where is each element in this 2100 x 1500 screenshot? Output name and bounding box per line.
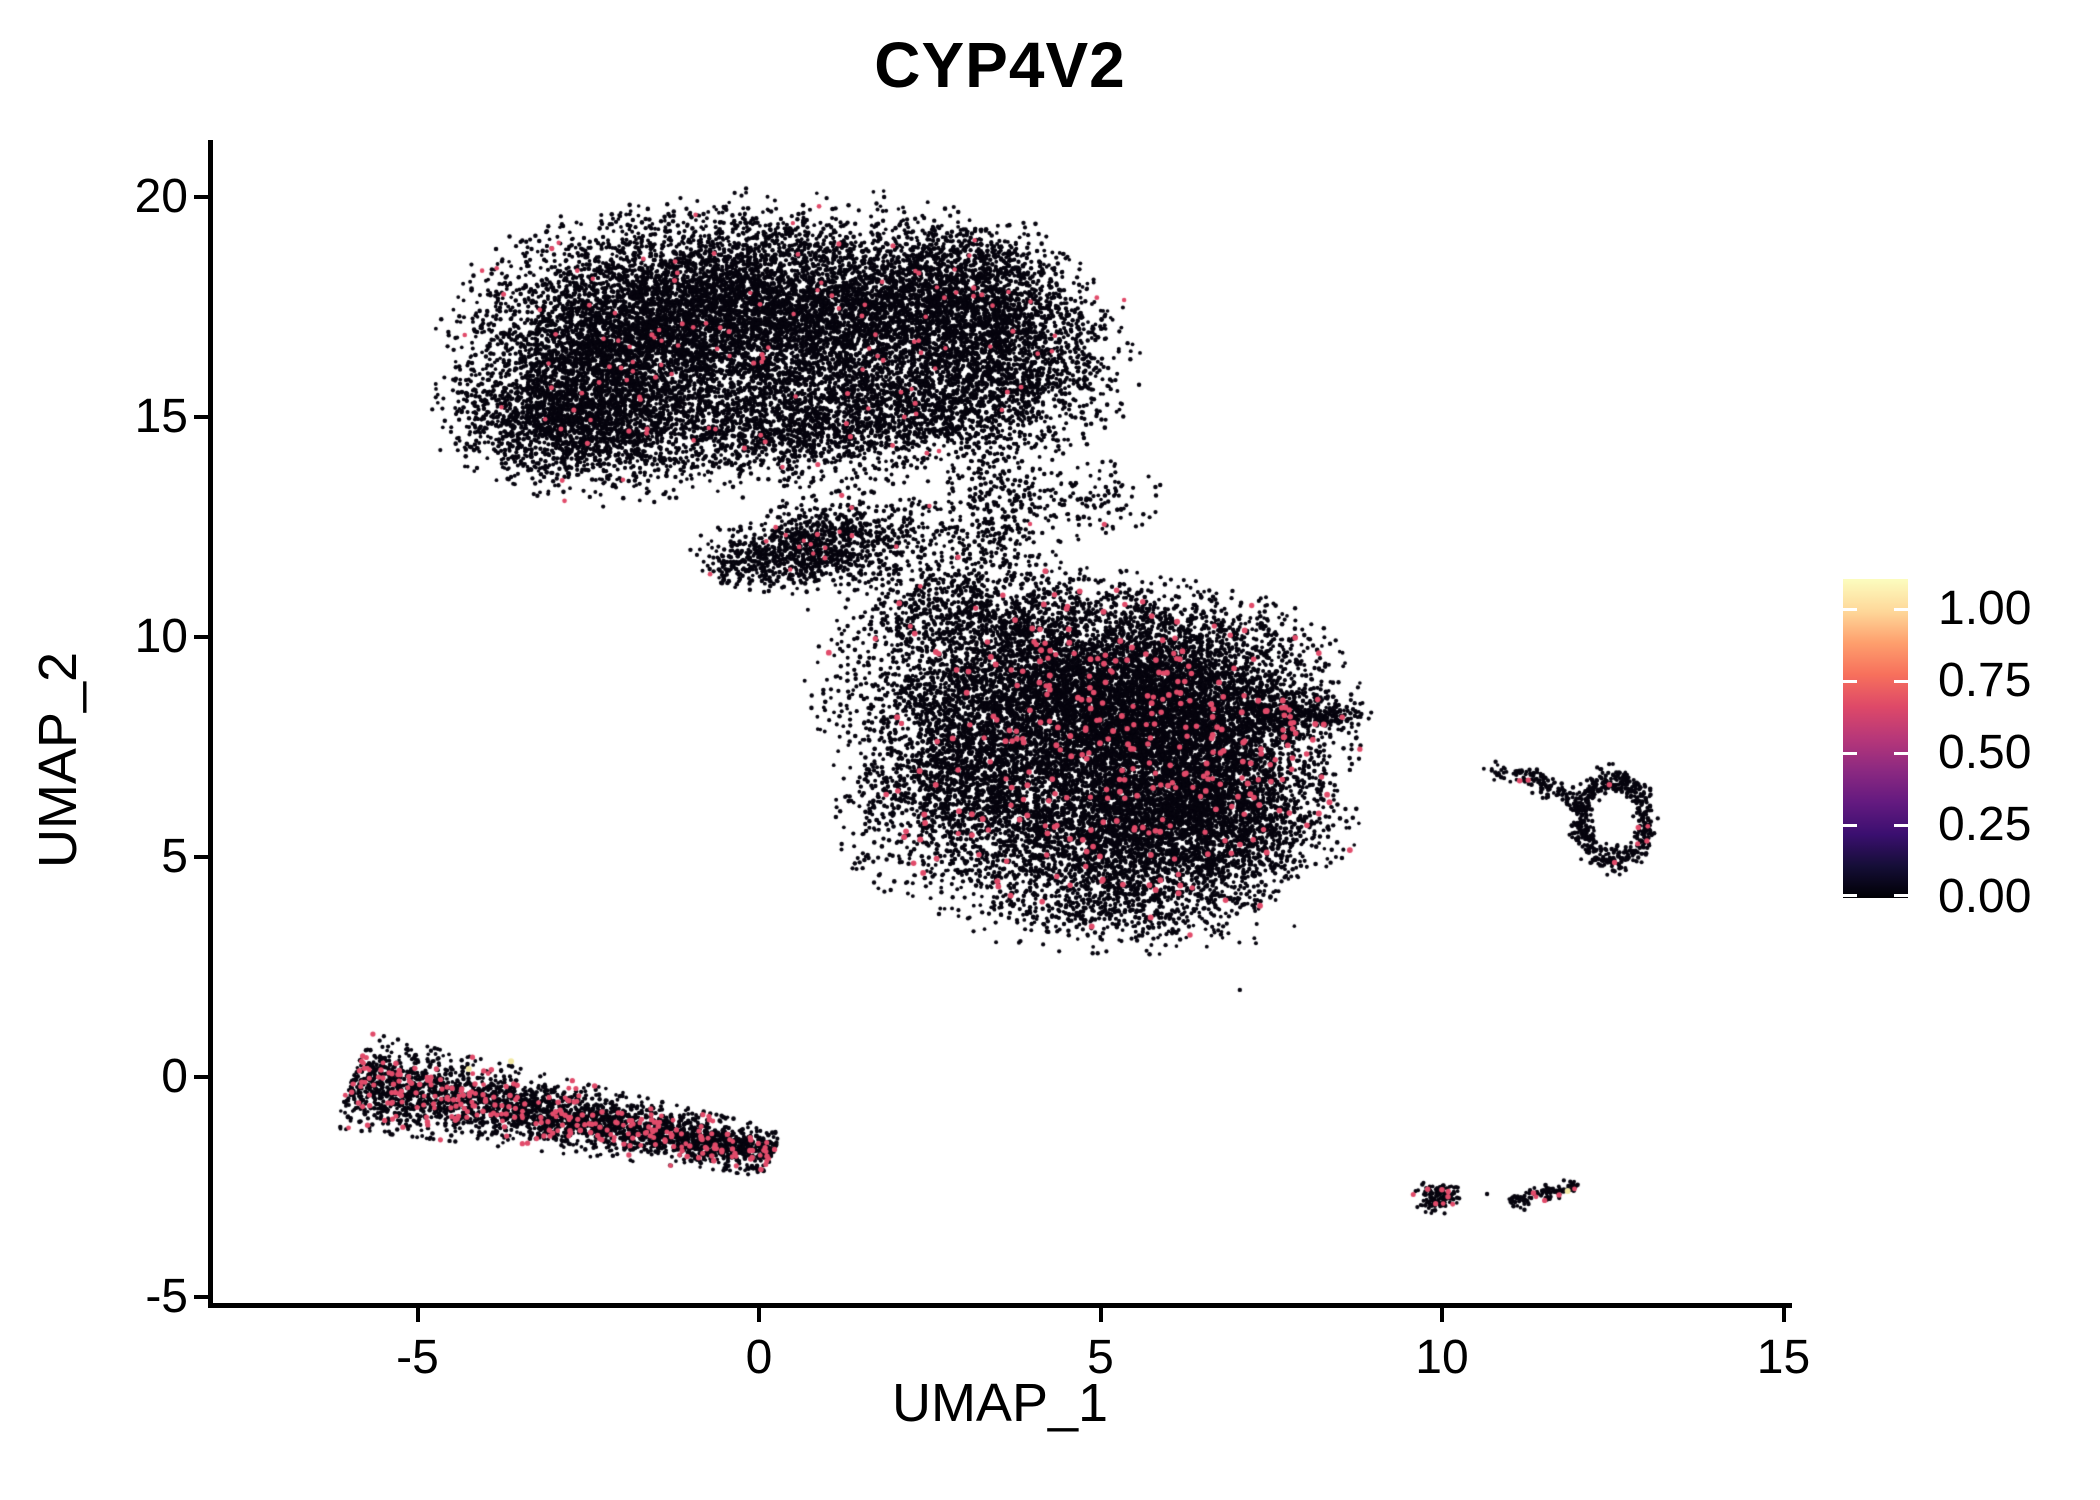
x-tick-mark [415, 1308, 420, 1322]
colorbar-tick-label: 0.25 [1938, 798, 2032, 851]
y-tick-label: -5 [145, 1270, 188, 1323]
y-tick-mark [194, 1075, 208, 1079]
x-axis-line [208, 1303, 1792, 1308]
colorbar-tick-label: 0.00 [1938, 870, 2032, 923]
y-tick-label: 15 [134, 390, 188, 443]
colorbar-tick-mark [1894, 824, 1908, 827]
x-tick-label: 10 [1415, 1331, 1469, 1384]
colorbar-tick-mark [1843, 894, 1857, 897]
y-axis-title: UMAP_2 [28, 651, 88, 869]
colorbar-tick-mark [1843, 608, 1857, 611]
x-tick-label: 0 [745, 1331, 773, 1384]
x-tick-mark [1440, 1308, 1444, 1322]
colorbar-tick-mark [1843, 680, 1857, 683]
expression-colorbar [1843, 579, 1908, 898]
x-tick-mark [757, 1308, 761, 1322]
y-tick-mark [194, 635, 208, 639]
y-tick-mark [194, 415, 208, 419]
x-tick-label: 5 [1087, 1331, 1114, 1384]
x-tick-mark [1098, 1308, 1103, 1322]
y-tick-label: 5 [161, 830, 188, 883]
colorbar-tick-mark [1894, 894, 1908, 897]
y-tick-mark [194, 1295, 208, 1299]
plot-title: CYP4V2 [874, 29, 1126, 101]
colorbar-tick-label: 0.75 [1938, 654, 2032, 707]
x-tick-label: -5 [396, 1331, 439, 1384]
x-tick-mark [1781, 1308, 1786, 1322]
y-tick-label: 10 [134, 610, 188, 663]
y-tick-label: 20 [134, 170, 188, 223]
colorbar-tick-mark [1894, 608, 1908, 611]
colorbar-tick-label: 0.50 [1938, 726, 2032, 779]
y-tick-mark [194, 855, 208, 859]
colorbar-tick-mark [1843, 752, 1857, 755]
colorbar-tick-mark [1894, 752, 1908, 755]
y-axis-line [208, 140, 213, 1308]
x-axis-title: UMAP_1 [891, 1373, 1109, 1433]
y-tick-label: 0 [161, 1050, 188, 1103]
colorbar-tick-mark [1843, 824, 1857, 827]
colorbar-tick-label: 1.00 [1938, 582, 2032, 635]
x-tick-label: 15 [1756, 1331, 1811, 1384]
colorbar-tick-mark [1894, 680, 1908, 683]
y-tick-mark [194, 195, 208, 199]
